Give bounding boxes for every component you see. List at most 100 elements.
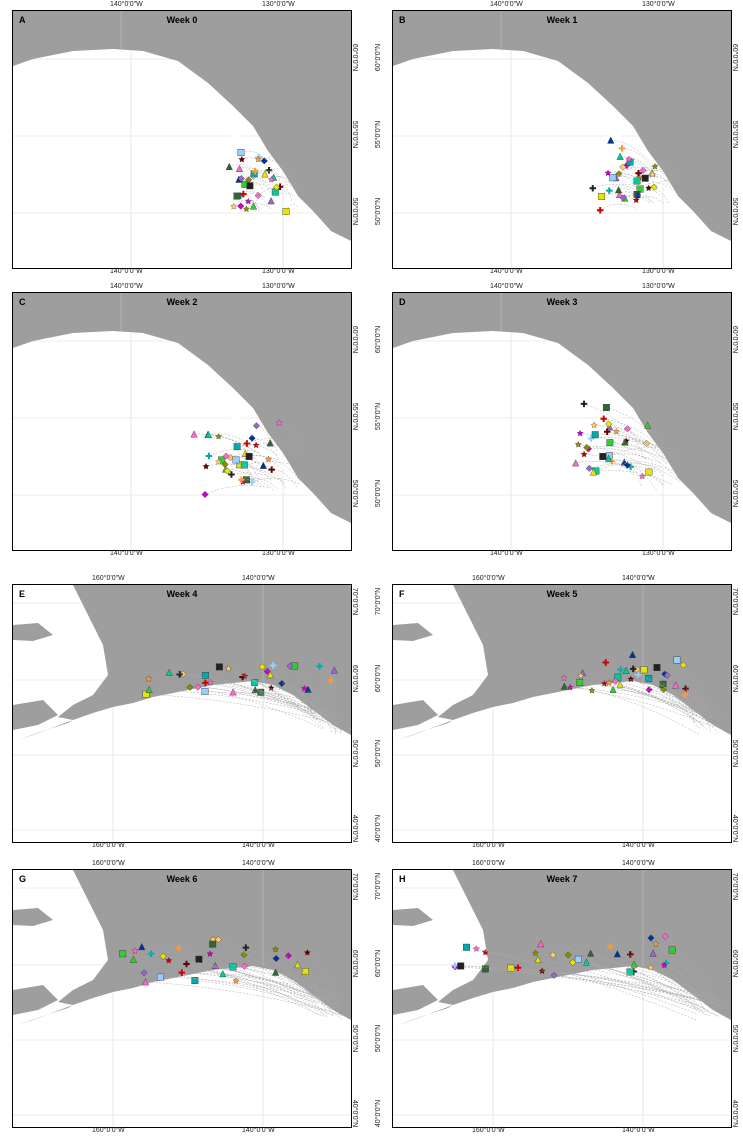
track-line xyxy=(608,458,664,486)
track-line xyxy=(609,426,659,451)
land-mass xyxy=(13,623,53,641)
tag-marker xyxy=(650,183,658,191)
tag-marker xyxy=(663,671,671,679)
map-panel-a: A Week 0 140°0'0"W 140°0'0"W 130°0'0"W 130°0'… xyxy=(0,1,358,275)
longitude-tick-label: 140°0'0"W xyxy=(242,1127,275,1134)
tag-marker xyxy=(242,944,250,951)
tag-marker xyxy=(627,675,635,683)
tag-marker xyxy=(603,428,611,435)
track-line xyxy=(255,169,285,182)
track-line xyxy=(672,949,714,1001)
tag-marker xyxy=(237,148,245,156)
track-line xyxy=(636,192,651,202)
tag-marker xyxy=(668,946,676,954)
tag-marker xyxy=(229,963,237,971)
latitude-tick-label: 40°0'0"N xyxy=(731,814,739,843)
track-line xyxy=(665,962,704,1008)
tag-marker xyxy=(585,464,593,472)
tag-marker xyxy=(534,955,542,963)
latitude-tick-label: 40°0'0"N xyxy=(375,814,383,843)
track-line xyxy=(626,165,644,182)
tag-marker xyxy=(252,422,260,430)
track-line xyxy=(205,463,262,473)
panel-title: Week 2 xyxy=(166,297,198,307)
track-line xyxy=(563,677,719,721)
tag-marker xyxy=(566,683,574,691)
tag-marker xyxy=(316,663,323,670)
land-mass xyxy=(393,293,731,523)
tag-marker xyxy=(237,202,245,210)
tag-marker xyxy=(618,145,626,152)
panel-label: E xyxy=(19,589,26,599)
latitude-tick-label: 60°0'0"N xyxy=(0,325,3,354)
track-line xyxy=(620,156,658,178)
tag-marker xyxy=(653,664,661,671)
track-line xyxy=(592,184,638,191)
tag-marker xyxy=(268,466,275,473)
latitude-tick-label: 50°0'0"N xyxy=(351,197,359,226)
tag-marker xyxy=(272,968,280,976)
track-line xyxy=(224,463,282,481)
land-mass xyxy=(393,908,433,926)
panel-label: D xyxy=(399,297,406,307)
track-line xyxy=(249,455,279,467)
map-frame: C Week 2 xyxy=(12,292,352,551)
tag-marker xyxy=(271,188,279,196)
tag-marker xyxy=(615,190,624,198)
track-line xyxy=(134,950,328,1001)
track-line xyxy=(517,967,712,1005)
track-line xyxy=(610,139,652,164)
track-line xyxy=(268,168,281,181)
longitude-tick-label: 130°0'0"W xyxy=(642,268,675,275)
track-line xyxy=(204,691,333,717)
tag-marker xyxy=(284,952,292,960)
latitude-tick-label: 60°0'0"N xyxy=(731,949,739,978)
tag-marker xyxy=(254,155,262,163)
track-line xyxy=(194,433,257,452)
tag-marker xyxy=(617,666,624,673)
land-mass xyxy=(393,985,438,1015)
tag-marker xyxy=(205,452,213,460)
tag-marker xyxy=(260,157,268,165)
track-line xyxy=(634,963,719,1007)
longitude-tick-label: 140°0'0"W xyxy=(622,575,655,582)
track-line xyxy=(275,971,332,1000)
track-line xyxy=(145,693,339,725)
tag-marker xyxy=(514,964,522,972)
track-line xyxy=(268,459,301,482)
track-line xyxy=(225,468,274,491)
tag-marker xyxy=(156,973,164,981)
map-canvas xyxy=(393,11,731,268)
tag-marker xyxy=(587,435,595,442)
panel-title: Week 1 xyxy=(546,15,578,25)
track-line xyxy=(178,947,320,1016)
map-frame: B Week 1 xyxy=(392,10,732,269)
track-line xyxy=(510,967,710,1004)
longitude-tick-label: 160°0'0"W xyxy=(472,842,505,849)
tag-marker xyxy=(591,431,599,439)
track-line xyxy=(609,184,637,191)
map-canvas xyxy=(13,585,351,842)
track-line xyxy=(262,666,324,729)
track-line xyxy=(646,443,680,466)
latitude-tick-label: 70°0'0"N xyxy=(351,872,359,901)
panel-title: Week 0 xyxy=(166,15,198,25)
tag-marker xyxy=(582,958,591,966)
latitude-tick-label: 40°0'0"N xyxy=(351,1099,359,1128)
tag-marker xyxy=(634,191,642,199)
track-line xyxy=(603,418,662,448)
track-line xyxy=(650,967,697,997)
track-line xyxy=(251,477,300,485)
tag-marker xyxy=(129,955,138,963)
tag-marker xyxy=(232,456,240,464)
latitude-tick-label: 60°0'0"N xyxy=(375,325,383,354)
track-line xyxy=(664,965,707,998)
longitude-tick-label: 130°0'0"W xyxy=(642,1,675,8)
longitude-tick-label: 130°0'0"W xyxy=(262,1,295,8)
longitude-tick-label: 130°0'0"W xyxy=(262,550,295,557)
tag-marker xyxy=(619,194,627,202)
track-line xyxy=(258,158,288,172)
tag-marker xyxy=(269,662,277,669)
tag-marker xyxy=(612,427,620,435)
latitude-tick-label: 70°0'0"N xyxy=(731,587,739,616)
